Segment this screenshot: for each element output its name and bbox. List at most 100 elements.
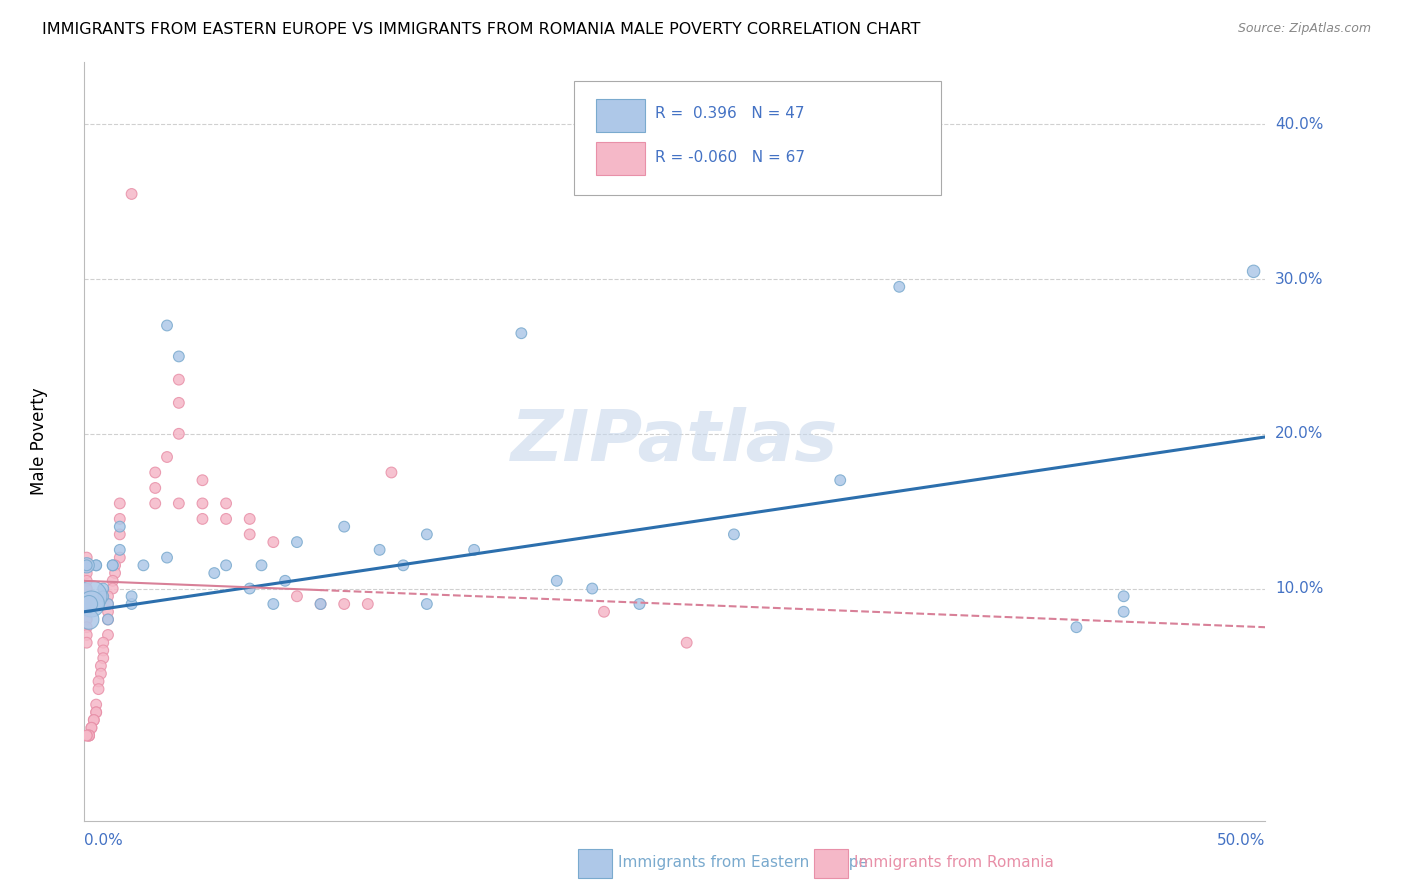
Point bbox=[357, 597, 380, 611]
Point bbox=[101, 574, 124, 588]
Point bbox=[368, 542, 391, 557]
Point bbox=[91, 643, 114, 657]
Point bbox=[191, 473, 214, 487]
Point bbox=[333, 597, 356, 611]
Point bbox=[97, 628, 120, 642]
Point bbox=[380, 466, 402, 480]
Point bbox=[80, 721, 103, 735]
Point bbox=[91, 636, 114, 650]
Text: Immigrants from Eastern Europe: Immigrants from Eastern Europe bbox=[619, 855, 868, 870]
Point bbox=[108, 519, 131, 533]
Point bbox=[143, 466, 166, 480]
Point bbox=[84, 698, 107, 712]
Text: Male Poverty: Male Poverty bbox=[31, 388, 48, 495]
Text: 30.0%: 30.0% bbox=[1275, 271, 1323, 286]
Point bbox=[416, 527, 439, 541]
Point bbox=[167, 350, 190, 364]
Point bbox=[156, 450, 179, 464]
Text: 20.0%: 20.0% bbox=[1275, 426, 1323, 442]
Point bbox=[723, 527, 745, 541]
Point bbox=[215, 496, 238, 510]
Point bbox=[77, 612, 100, 626]
Text: 0.0%: 0.0% bbox=[84, 833, 124, 848]
Point bbox=[1112, 605, 1135, 619]
Point bbox=[262, 597, 284, 611]
Point bbox=[121, 589, 143, 603]
Text: IMMIGRANTS FROM EASTERN EUROPE VS IMMIGRANTS FROM ROMANIA MALE POVERTY CORRELATI: IMMIGRANTS FROM EASTERN EUROPE VS IMMIGR… bbox=[42, 22, 921, 37]
Point bbox=[1112, 589, 1135, 603]
FancyBboxPatch shape bbox=[578, 849, 612, 878]
Point bbox=[101, 558, 124, 573]
Point bbox=[77, 729, 100, 743]
Point bbox=[84, 706, 107, 720]
Point bbox=[76, 612, 98, 626]
Point bbox=[1066, 620, 1088, 634]
Point bbox=[84, 706, 107, 720]
Point bbox=[84, 558, 107, 573]
Text: Immigrants from Romania: Immigrants from Romania bbox=[855, 855, 1054, 870]
FancyBboxPatch shape bbox=[575, 81, 941, 195]
Point bbox=[91, 651, 114, 665]
Text: Source: ZipAtlas.com: Source: ZipAtlas.com bbox=[1237, 22, 1371, 36]
Point bbox=[101, 582, 124, 596]
Point bbox=[76, 597, 98, 611]
Point bbox=[87, 674, 110, 689]
Point bbox=[546, 574, 568, 588]
Point bbox=[77, 729, 100, 743]
Point bbox=[97, 605, 120, 619]
Point bbox=[76, 729, 98, 743]
Point bbox=[76, 636, 98, 650]
Text: R =  0.396   N = 47: R = 0.396 N = 47 bbox=[655, 106, 804, 121]
Point bbox=[83, 713, 105, 727]
FancyBboxPatch shape bbox=[814, 849, 848, 878]
Point bbox=[274, 574, 297, 588]
Point bbox=[108, 550, 131, 565]
Point bbox=[108, 512, 131, 526]
Point bbox=[108, 496, 131, 510]
Point bbox=[104, 566, 127, 580]
Point bbox=[167, 396, 190, 410]
Point bbox=[121, 597, 143, 611]
Point bbox=[675, 636, 697, 650]
Point bbox=[1243, 264, 1265, 278]
Point bbox=[87, 682, 110, 697]
Point bbox=[76, 582, 98, 596]
Point bbox=[285, 535, 308, 549]
Point bbox=[191, 512, 214, 526]
Point bbox=[309, 597, 332, 611]
Point bbox=[108, 542, 131, 557]
Point bbox=[76, 628, 98, 642]
Text: 50.0%: 50.0% bbox=[1218, 833, 1265, 848]
FancyBboxPatch shape bbox=[596, 142, 645, 176]
Point bbox=[90, 659, 112, 673]
Point bbox=[285, 589, 308, 603]
Point bbox=[510, 326, 533, 341]
Point bbox=[628, 597, 651, 611]
Point bbox=[392, 558, 415, 573]
Point bbox=[101, 558, 124, 573]
Point bbox=[156, 550, 179, 565]
Point bbox=[76, 566, 98, 580]
Point bbox=[80, 721, 103, 735]
Point bbox=[463, 542, 485, 557]
Point bbox=[80, 589, 103, 603]
Point bbox=[167, 373, 190, 387]
Text: R = -0.060   N = 67: R = -0.060 N = 67 bbox=[655, 150, 804, 165]
FancyBboxPatch shape bbox=[596, 99, 645, 132]
Point bbox=[167, 426, 190, 441]
Point bbox=[76, 558, 98, 573]
Point bbox=[830, 473, 852, 487]
Text: ZIPatlas: ZIPatlas bbox=[512, 407, 838, 476]
Point bbox=[143, 496, 166, 510]
Point bbox=[581, 582, 603, 596]
Point bbox=[91, 589, 114, 603]
Point bbox=[167, 496, 190, 510]
Point bbox=[239, 527, 262, 541]
Point bbox=[239, 512, 262, 526]
Point bbox=[97, 612, 120, 626]
Point bbox=[262, 535, 284, 549]
Point bbox=[416, 597, 439, 611]
Point bbox=[91, 582, 114, 596]
Point bbox=[132, 558, 155, 573]
Point bbox=[215, 512, 238, 526]
